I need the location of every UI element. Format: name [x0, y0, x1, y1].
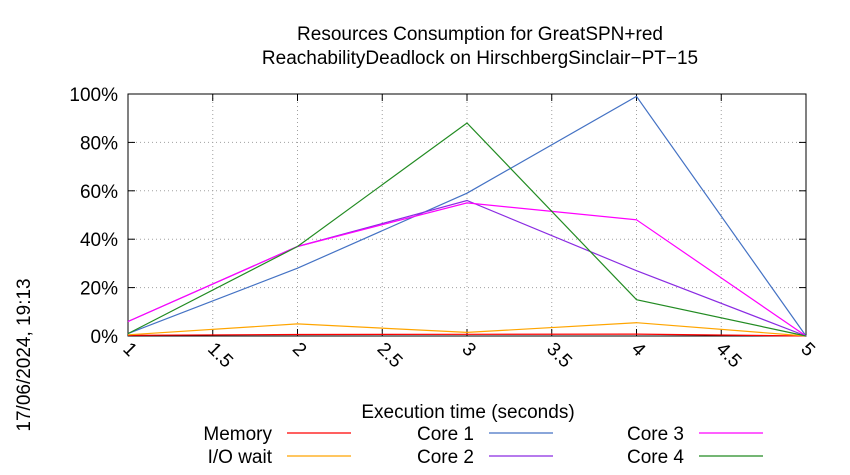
- legend-label-core-4: Core 4: [627, 447, 684, 468]
- grid: [127, 93, 807, 337]
- x-tick-label: 1.5: [203, 339, 237, 373]
- timestamp-label: 17/06/2024, 19:13: [14, 278, 35, 431]
- x-tick-label: 5: [796, 339, 818, 361]
- series-line-core-3: [127, 202, 807, 337]
- y-tick-label: 40%: [80, 230, 118, 251]
- legend-label-core-1: Core 1: [417, 424, 474, 445]
- legend-label-i-o-wait: I/O wait: [208, 447, 273, 468]
- x-tick-label: 4.5: [712, 339, 746, 373]
- chart-title-line-2: ReachabilityDeadlock on HirschbergSincla…: [262, 48, 698, 69]
- axis-ticks: 0% 20% 40% 60% 80% 100% 1 1.5 2 2.5 3 3.5 4 4.5 5: [69, 85, 818, 372]
- x-tick-label: 1: [118, 339, 140, 361]
- series-line-core-4: [127, 122, 807, 337]
- legend-label-core-3: Core 3: [627, 424, 684, 445]
- y-tick-label: 80%: [80, 133, 118, 154]
- legend-label-core-2: Core 2: [417, 447, 474, 468]
- y-tick-label: 0%: [91, 327, 119, 348]
- series-line-core-1: [127, 95, 807, 337]
- series-line-i-o-wait: [127, 322, 807, 337]
- x-tick-label: 4: [627, 339, 650, 362]
- chart-title-line-1: Resources Consumption for GreatSPN+red: [297, 24, 663, 45]
- series-line-core-2: [127, 199, 807, 337]
- x-tick-label: 2.5: [373, 339, 407, 373]
- x-tick-label: 3: [457, 339, 479, 361]
- x-tick-label: 2: [288, 339, 310, 361]
- x-tick-label: 3.5: [542, 339, 576, 373]
- x-axis-label: Execution time (seconds): [361, 402, 574, 423]
- legend-label-memory: Memory: [203, 424, 272, 445]
- series-lines: [127, 95, 807, 337]
- y-tick-label: 100%: [69, 85, 118, 106]
- y-tick-label: 20%: [80, 279, 118, 300]
- series-line-memory: [127, 333, 807, 337]
- y-tick-label: 60%: [80, 182, 118, 203]
